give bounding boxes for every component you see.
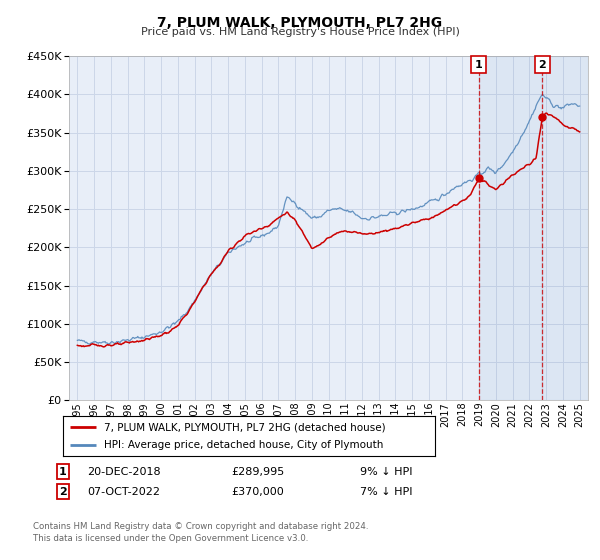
- Bar: [479, 56, 542, 400]
- Text: 2: 2: [59, 487, 67, 497]
- Bar: [542, 56, 588, 400]
- Text: Price paid vs. HM Land Registry's House Price Index (HPI): Price paid vs. HM Land Registry's House …: [140, 27, 460, 37]
- Text: 1: 1: [475, 60, 482, 70]
- Text: HPI: Average price, detached house, City of Plymouth: HPI: Average price, detached house, City…: [104, 440, 383, 450]
- Text: Contains HM Land Registry data © Crown copyright and database right 2024.
This d: Contains HM Land Registry data © Crown c…: [33, 522, 368, 543]
- Text: 07-OCT-2022: 07-OCT-2022: [87, 487, 160, 497]
- Text: 7, PLUM WALK, PLYMOUTH, PL7 2HG: 7, PLUM WALK, PLYMOUTH, PL7 2HG: [157, 16, 443, 30]
- Text: £289,995: £289,995: [231, 466, 284, 477]
- Text: £370,000: £370,000: [231, 487, 284, 497]
- Text: 9% ↓ HPI: 9% ↓ HPI: [360, 466, 413, 477]
- Text: 20-DEC-2018: 20-DEC-2018: [87, 466, 161, 477]
- Text: 7% ↓ HPI: 7% ↓ HPI: [360, 487, 413, 497]
- Text: 2: 2: [538, 60, 546, 70]
- Text: 1: 1: [59, 466, 67, 477]
- Text: 7, PLUM WALK, PLYMOUTH, PL7 2HG (detached house): 7, PLUM WALK, PLYMOUTH, PL7 2HG (detache…: [104, 422, 386, 432]
